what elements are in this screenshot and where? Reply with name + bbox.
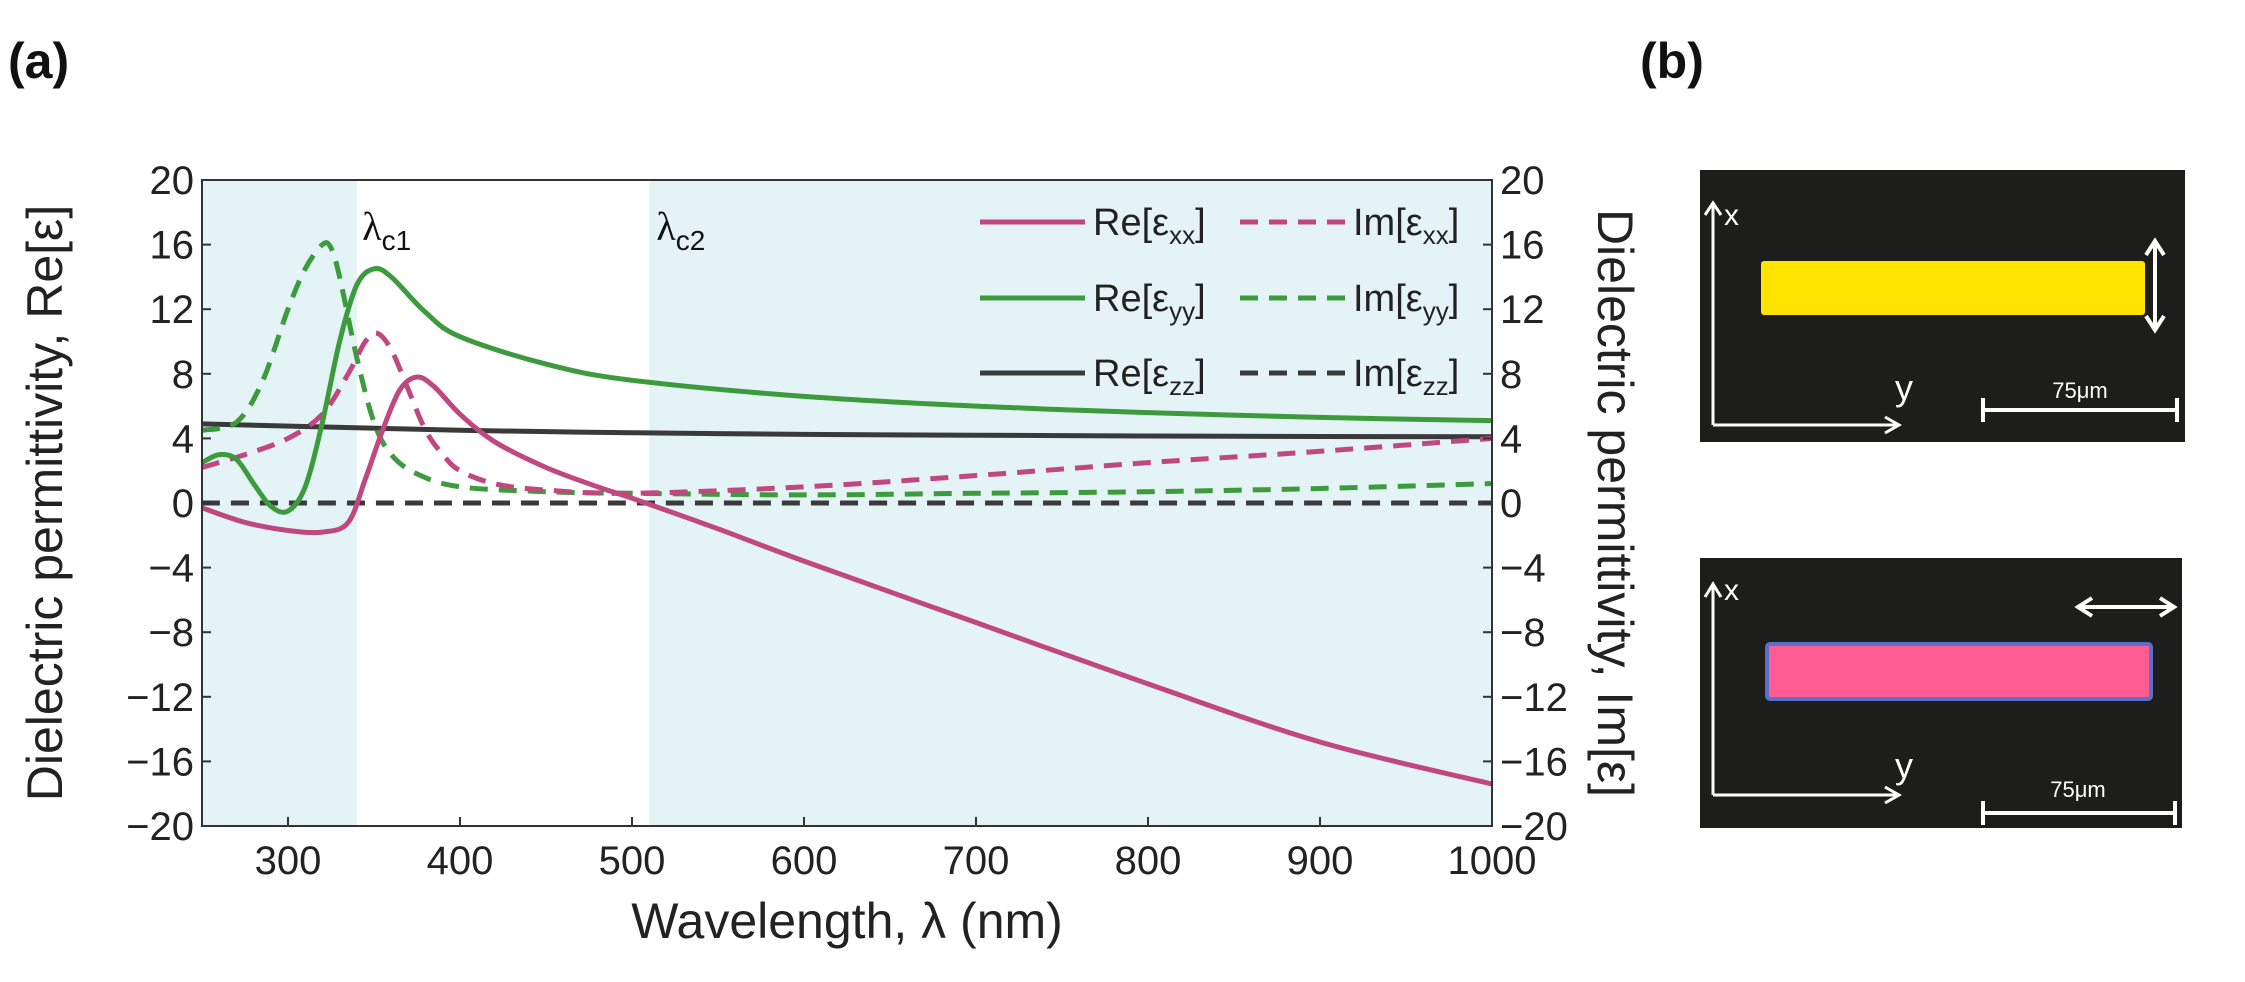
legend-label-base: Im[ε [1353, 278, 1423, 320]
y-axis-label-right: Dielectric permittivity, Im[ε] [1587, 209, 1643, 797]
right-ticks: −20 −16 −12 −8 −4 0 4 8 12 16 20 [1483, 159, 1568, 849]
scale-bar-label: 75μm [2050, 777, 2105, 802]
annotation-lambda-c1: λc1 [362, 204, 411, 256]
x-tick-label: 500 [599, 839, 666, 883]
legend-label-imzz: Im[εzz] [1353, 353, 1459, 401]
annotation-base: λ [362, 204, 382, 249]
right-tick-label: −4 [1500, 547, 1546, 591]
right-tick-label: 0 [1500, 482, 1522, 526]
legend-label-subscript: xx [1423, 220, 1449, 250]
left-ticks: −20 −16 −12 −8 −4 0 4 8 12 16 20 [126, 159, 211, 849]
x-axis-label: x [1724, 574, 1739, 607]
legend-label-end: ] [1195, 278, 1206, 320]
left-tick-label: 0 [172, 482, 194, 526]
left-tick-label: −4 [148, 547, 194, 591]
crystal-photo-1: x y 75μm [1700, 170, 2185, 442]
left-tick-label: −12 [126, 676, 194, 720]
y-axis-label: y [1895, 367, 1913, 408]
crystal-edge [1765, 642, 2153, 701]
left-tick-label: −8 [148, 611, 194, 655]
annotation-lambda-c2: λc2 [656, 204, 705, 256]
right-tick-label: −20 [1500, 805, 1568, 849]
x-axis-label: x [1724, 199, 1739, 232]
legend-label-end: ] [1449, 278, 1460, 320]
legend-label-base: Re[ε [1093, 353, 1169, 395]
scale-bar [1981, 801, 2177, 825]
right-tick-label: 16 [1500, 224, 1545, 268]
right-tick-label: 8 [1500, 353, 1522, 397]
legend-label-subscript: zz [1169, 371, 1195, 401]
legend-label-reyy: Re[εyy] [1093, 278, 1206, 326]
legend-label-imxx: Im[εxx] [1353, 202, 1459, 250]
y-axis-label-left: Dielectric permittivity, Re[ε] [17, 205, 73, 801]
left-tick-label: 4 [172, 417, 194, 461]
left-tick-label: 12 [150, 288, 195, 332]
legend-label-subscript: yy [1423, 296, 1449, 326]
legend-label-rexx: Re[εxx] [1093, 202, 1206, 250]
crystal-photo-2: x y 75μm [1700, 558, 2182, 828]
series-line-rexx [201, 374, 1493, 787]
legend-label-base: Re[ε [1093, 278, 1169, 320]
right-tick-label: −16 [1500, 740, 1568, 784]
legend-label-subscript: yy [1169, 296, 1195, 326]
y-axis-label: y [1895, 745, 1913, 786]
series-line-imyy [201, 240, 1493, 498]
legend: Re[εxx] Im[εxx]Re[εyy] Im[εyy]Re[εzz] Im[εz… [980, 202, 1459, 401]
axes-arrows [1703, 200, 1903, 435]
left-tick-label: 16 [150, 224, 195, 268]
x-tick-label: 600 [771, 839, 838, 883]
axes-arrows [1703, 581, 1903, 805]
legend-label-imyy: Im[εyy] [1353, 278, 1459, 326]
polarization-arrow-vertical [2144, 237, 2166, 334]
polarization-arrow-horizontal [2074, 596, 2178, 618]
x-ticks: 300 400 500 600 700 800 900 1000 [255, 817, 1537, 883]
x-tick-label: 1000 [1448, 839, 1537, 883]
legend-label-base: Im[ε [1353, 202, 1423, 244]
legend-label-end: ] [1195, 202, 1206, 244]
panel-label-a: (a) [8, 33, 69, 89]
x-tick-label: 900 [1287, 839, 1354, 883]
legend-label-subscript: xx [1169, 220, 1195, 250]
right-tick-label: 12 [1500, 288, 1545, 332]
crystal [1769, 646, 2149, 697]
permittivity-chart: −20 −16 −12 −8 −4 0 4 8 12 16 20 −20 −16 −12 −8 −4 0 4 8 1… [17, 159, 1643, 949]
legend-label-subscript: zz [1423, 371, 1449, 401]
legend-label-rezz: Re[εzz] [1093, 353, 1206, 401]
left-tick-label: 20 [150, 159, 195, 203]
scale-bar-label: 75μm [2052, 378, 2107, 403]
x-tick-label: 300 [255, 839, 322, 883]
series-line-reyy [200, 265, 1493, 515]
right-tick-label: −12 [1500, 676, 1568, 720]
x-tick-label: 400 [427, 839, 494, 883]
right-tick-label: 4 [1500, 417, 1522, 461]
annotation-subscript: c2 [676, 225, 706, 256]
left-tick-label: −20 [126, 805, 194, 849]
crystal [1761, 261, 2145, 315]
right-tick-label: −8 [1500, 611, 1546, 655]
left-tick-label: 8 [172, 353, 194, 397]
panel-label-b: (b) [1640, 33, 1704, 89]
legend-label-base: Im[ε [1353, 353, 1423, 395]
legend-label-end: ] [1449, 202, 1460, 244]
scale-bar [1981, 398, 2179, 422]
left-tick-label: −16 [126, 740, 194, 784]
right-tick-label: 20 [1500, 159, 1545, 203]
legend-label-end: ] [1195, 353, 1206, 395]
x-tick-label: 700 [943, 839, 1010, 883]
series-lines [200, 240, 1493, 787]
series-line-rezz [201, 421, 1493, 440]
x-tick-label: 800 [1115, 839, 1182, 883]
legend-label-end: ] [1449, 353, 1460, 395]
x-axis-label: Wavelength, λ (nm) [631, 893, 1063, 949]
annotations: λc1 λc2 [362, 204, 705, 256]
annotation-subscript: c1 [382, 225, 412, 256]
annotation-base: λ [656, 204, 676, 249]
legend-label-base: Re[ε [1093, 202, 1169, 244]
